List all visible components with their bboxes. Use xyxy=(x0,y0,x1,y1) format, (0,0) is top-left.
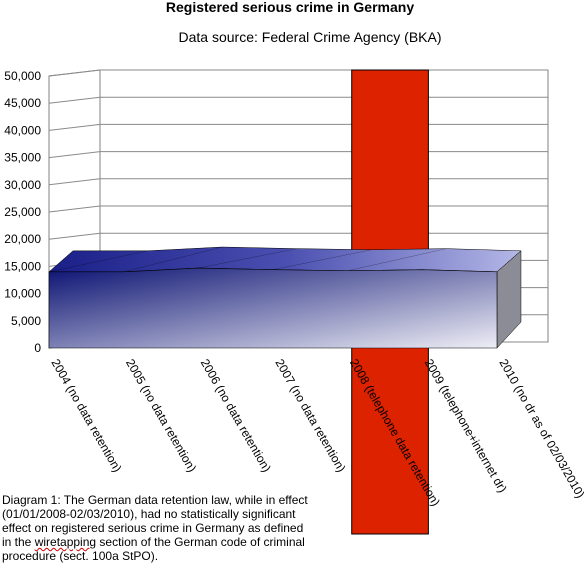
y-tick-label: 10,000 xyxy=(4,287,41,301)
y-tick-label: 15,000 xyxy=(4,259,41,273)
x-tick-label: 2006 (no data retention) xyxy=(198,357,274,475)
y-axis-ticks: 0 5,000 10,000 15,000 20,000 25,000 30,000 35,0… xyxy=(4,69,41,355)
y-tick-label: 50,000 xyxy=(4,69,41,83)
x-tick-label: 2004 (no data retention) xyxy=(48,357,124,475)
x-axis-ticks: 2004 (no data retention)2005 (no data re… xyxy=(48,357,584,509)
gridline xyxy=(48,178,548,186)
y-tick-label: 20,000 xyxy=(4,232,41,246)
y-tick-label: 30,000 xyxy=(4,178,41,192)
y-tick-label: 5,000 xyxy=(11,314,41,328)
y-tick-label: 35,000 xyxy=(4,151,41,165)
area-fold-line xyxy=(272,249,372,270)
caption-text-after: section of the German code of criminal p… xyxy=(2,535,305,563)
y-tick-label: 45,000 xyxy=(4,96,41,110)
gridline xyxy=(48,96,548,104)
gridline xyxy=(48,232,548,240)
caption-marked-word: wiretapping xyxy=(34,535,97,549)
y-tick-label: 25,000 xyxy=(4,205,41,219)
area-fold-line xyxy=(198,248,298,269)
area-fold-line xyxy=(123,246,223,273)
x-tick-label: 2007 (no data retention) xyxy=(272,357,348,475)
x-tick-label: 2010 (no dr as of 02/03/2010) xyxy=(496,357,584,501)
gridline xyxy=(48,123,548,131)
gridline xyxy=(48,205,548,213)
area-top-face xyxy=(48,246,522,273)
chart-subtitle: Data source: Federal Crime Agency (BKA) xyxy=(179,29,442,45)
gridline xyxy=(48,69,548,77)
chart-title: Registered serious crime in Germany xyxy=(166,0,414,15)
area-fold-line xyxy=(48,250,148,273)
caption-text-before: Diagram 1: The German data retention law… xyxy=(2,493,308,549)
y-tick-label: 0 xyxy=(34,341,41,355)
area-front-face xyxy=(48,267,498,349)
x-tick-label: 2005 (no data retention) xyxy=(123,357,199,475)
gridline xyxy=(48,151,548,159)
y-tick-label: 40,000 xyxy=(4,123,41,137)
area-series xyxy=(48,246,522,349)
area-fold-line xyxy=(347,248,447,271)
diagram-caption: Diagram 1: The German data retention law… xyxy=(2,493,314,563)
x-tick-label: 2009 (telephone+internet dr) xyxy=(422,357,510,495)
